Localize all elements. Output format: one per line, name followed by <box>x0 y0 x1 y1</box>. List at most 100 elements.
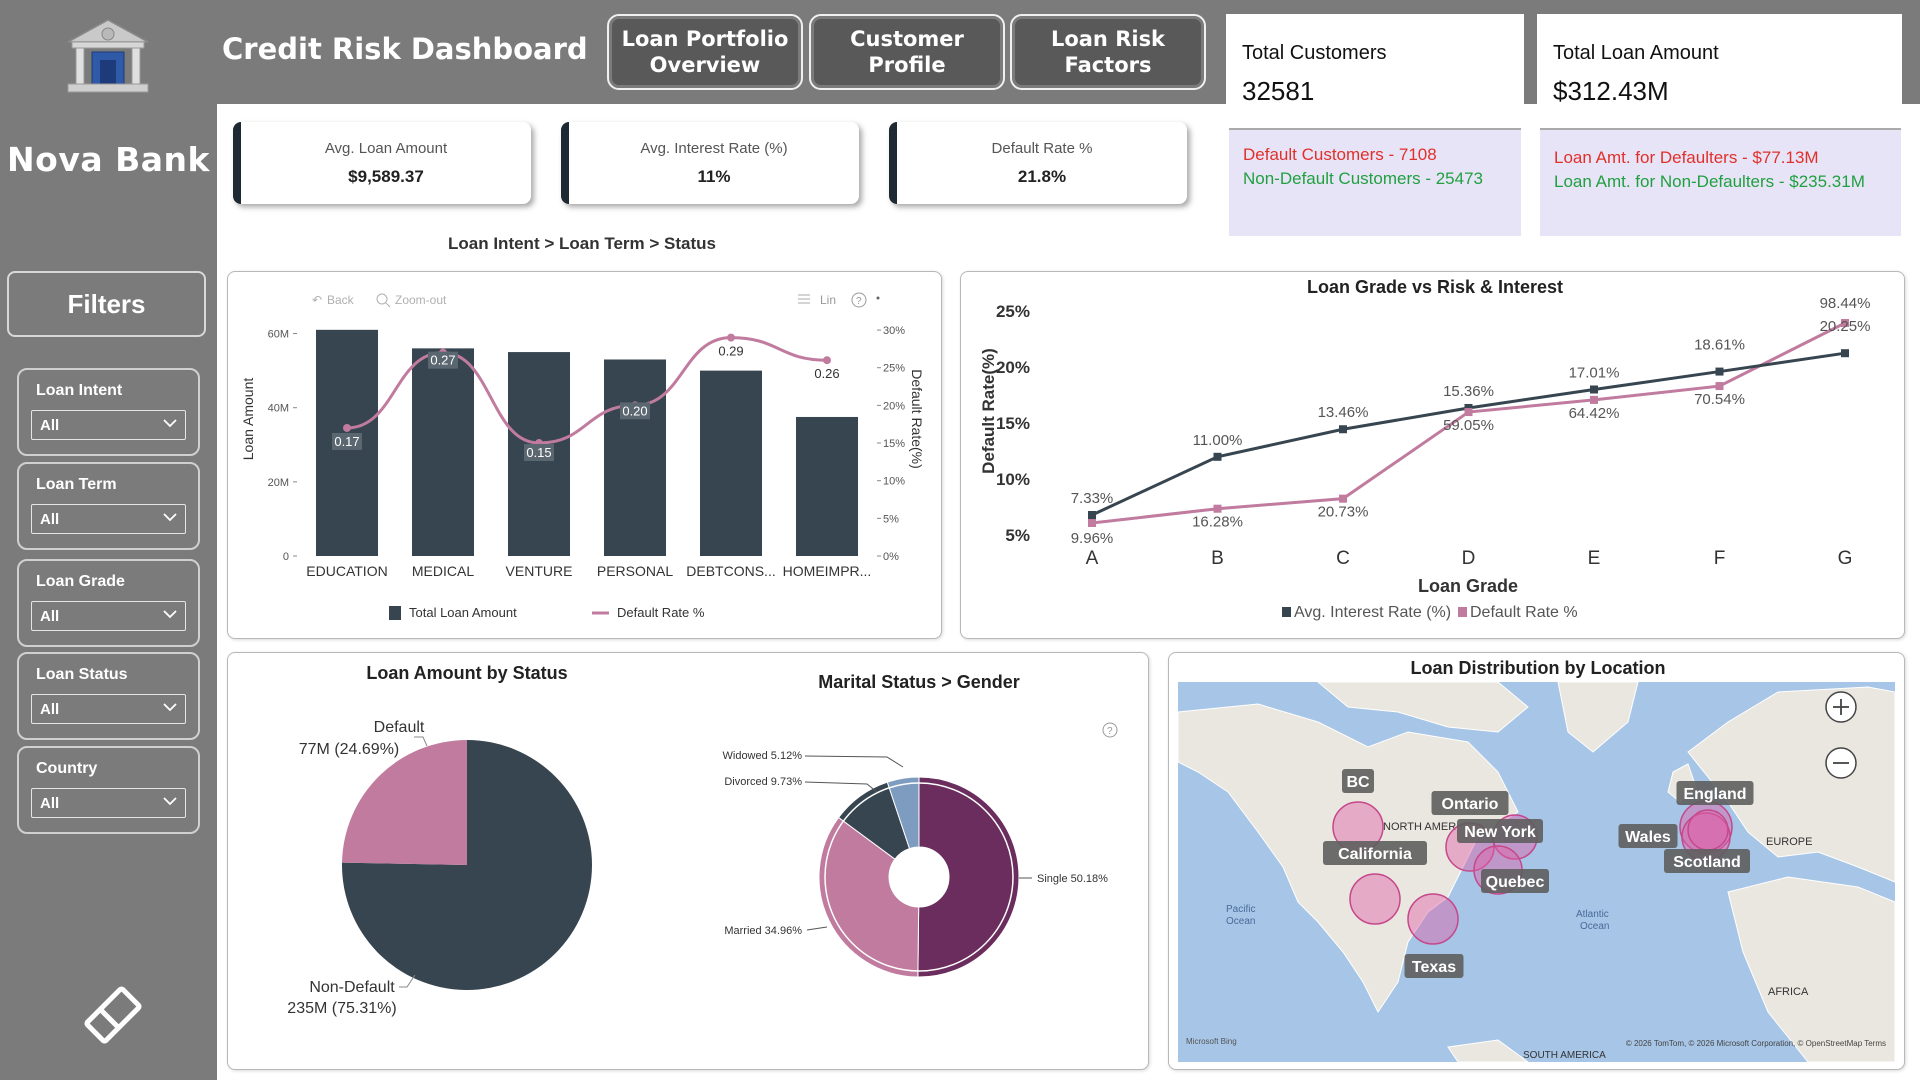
pie-slice-non-default[interactable] <box>342 740 592 990</box>
map-zoom-in-button[interactable] <box>1825 691 1857 723</box>
map-bubble-texas[interactable] <box>1407 893 1459 945</box>
page-title: Credit Risk Dashboard <box>222 32 588 66</box>
drilldown-breadcrumb: Loan Intent > Loan Term > Status <box>448 234 716 253</box>
sidebar <box>0 0 217 1080</box>
help-icon[interactable]: ? <box>1102 722 1118 738</box>
interest-point[interactable] <box>1213 452 1222 461</box>
map-label-bg <box>1664 849 1750 873</box>
map-bubble-wales[interactable] <box>1687 809 1729 851</box>
interest-point[interactable] <box>1088 511 1096 519</box>
donut-slice-married[interactable] <box>818 816 920 978</box>
geo-label: AFRICA <box>1768 986 1809 998</box>
y-tick-label: 10% <box>996 470 1030 489</box>
default-point[interactable] <box>1464 408 1473 417</box>
help-icon[interactable]: ? <box>851 292 867 308</box>
nav-loan-risk-factors-button[interactable]: Loan Risk Factors <box>1010 14 1206 90</box>
default-point[interactable] <box>1213 504 1222 513</box>
slice-label: Single 50.18% <box>1037 873 1108 885</box>
map-label-bg <box>1618 824 1678 848</box>
clear-filters-eraser-icon[interactable] <box>80 982 146 1048</box>
bar-personal[interactable] <box>604 359 666 556</box>
breadcrumb-item[interactable]: Loan Intent <box>448 234 540 253</box>
default-point[interactable] <box>1715 382 1724 391</box>
kpi-label: Default Rate % <box>991 140 1093 157</box>
breadcrumb-item[interactable]: Status <box>664 234 716 253</box>
kpi-label: Avg. Interest Rate (%) <box>640 140 788 157</box>
bar-homeimpr[interactable] <box>796 416 858 556</box>
loan-distribution-map[interactable]: Loan Distribution by Location NORTH AMER… <box>1168 652 1905 1070</box>
y-tick-label: 5% <box>1005 526 1030 545</box>
loan-term-dropdown[interactable]: All <box>31 504 186 534</box>
map-label-bg <box>1342 769 1374 793</box>
default-point[interactable] <box>1841 319 1849 327</box>
total-customers-value: 32581 <box>1242 76 1315 106</box>
nav-label: Overview <box>649 53 761 77</box>
country-dropdown[interactable]: All <box>31 788 186 818</box>
nav-customer-profile-button[interactable]: Customer Profile <box>809 14 1005 90</box>
interest-point[interactable] <box>1339 425 1347 434</box>
map-location-label: New York <box>1464 824 1536 841</box>
interest-point[interactable] <box>1841 349 1849 358</box>
map-location-label: Ontario <box>1442 796 1499 813</box>
default-data-label: 59.05% <box>1443 417 1494 434</box>
chevron-down-icon <box>163 703 177 712</box>
y-axis-title: Loan Amount <box>240 378 256 461</box>
donut-slice-single[interactable] <box>917 776 1020 978</box>
data-label: 0.29 <box>718 344 743 359</box>
y-tick-label: 20% <box>996 358 1030 377</box>
slice-label: 235M (75.31%) <box>287 1000 396 1017</box>
slice-label: Non-Default <box>309 979 395 996</box>
interest-point[interactable] <box>1715 367 1724 376</box>
default-point[interactable] <box>1590 395 1598 404</box>
leader-line <box>804 781 878 793</box>
back-label: Back <box>327 293 355 307</box>
interest-data-label: 15.36% <box>1443 383 1494 400</box>
loan-grade-chart-panel <box>960 271 1905 639</box>
filter-label: Loan Status <box>36 666 128 683</box>
map-label-bg <box>1481 869 1549 893</box>
interest-data-label: 7.33% <box>1071 490 1114 507</box>
x-tick-label: A <box>1086 548 1099 569</box>
map-bubble-california[interactable] <box>1349 873 1401 925</box>
loan-intent-dropdown[interactable]: All <box>31 410 186 440</box>
data-label-bg <box>428 351 458 369</box>
non-defaulter-amount-text: Loan Amt. for Non-Defaulters - $235.31M <box>1554 172 1865 191</box>
x-tick-label: E <box>1588 548 1601 569</box>
breadcrumb-item[interactable]: Loan Term <box>558 234 645 253</box>
y-tick-label: 15% <box>996 414 1030 433</box>
chart-scale-toggle[interactable]: Lin <box>798 293 836 307</box>
default-rate-point[interactable] <box>343 423 351 432</box>
chevron-down-icon <box>163 419 177 428</box>
x-tick-label: D <box>1462 548 1476 569</box>
leader-line <box>804 755 904 768</box>
interest-point[interactable] <box>1590 385 1598 394</box>
nav-loan-portfolio-overview-button[interactable]: Loan Portfolio Overview <box>607 14 803 90</box>
map-location-label: BC <box>1346 774 1370 791</box>
chart-back-button[interactable]: ↶ Back <box>312 293 355 307</box>
map-zoom-out-button[interactable] <box>1825 747 1857 779</box>
more-options-icon[interactable] <box>876 296 880 300</box>
bar-medical[interactable] <box>412 348 474 556</box>
loan-grade-dropdown[interactable]: All <box>31 601 186 631</box>
nav-label: Loan Risk <box>1050 26 1166 51</box>
default-point[interactable] <box>1088 519 1096 527</box>
leader-line <box>806 926 828 931</box>
filter-loan-term: Loan Term All <box>17 462 200 550</box>
interest-point[interactable] <box>1464 403 1473 412</box>
default-point[interactable] <box>1339 494 1347 503</box>
donut-slice-widowed[interactable] <box>886 776 920 850</box>
total-customers-label: Total Customers <box>1242 42 1387 64</box>
amount-split-card: Loan Amt. for Defaulters - $77.13M Loan … <box>1540 128 1901 236</box>
map-land-south-america <box>1447 1039 1530 1063</box>
filter-label: Country <box>36 760 98 777</box>
pie-slice-default[interactable] <box>342 740 467 865</box>
default-rate-point[interactable] <box>727 333 735 342</box>
chart-zoom-out-button[interactable]: Zoom-out <box>376 293 447 308</box>
default-data-label: 64.42% <box>1569 405 1620 422</box>
dropdown-value: All <box>40 510 60 528</box>
chart-title: Marital Status > Gender <box>818 672 1020 692</box>
nav-label: Loan Portfolio <box>621 26 789 51</box>
default-rate-point[interactable] <box>823 356 831 365</box>
bar-debtcons[interactable] <box>700 370 762 556</box>
loan-status-dropdown[interactable]: All <box>31 694 186 724</box>
